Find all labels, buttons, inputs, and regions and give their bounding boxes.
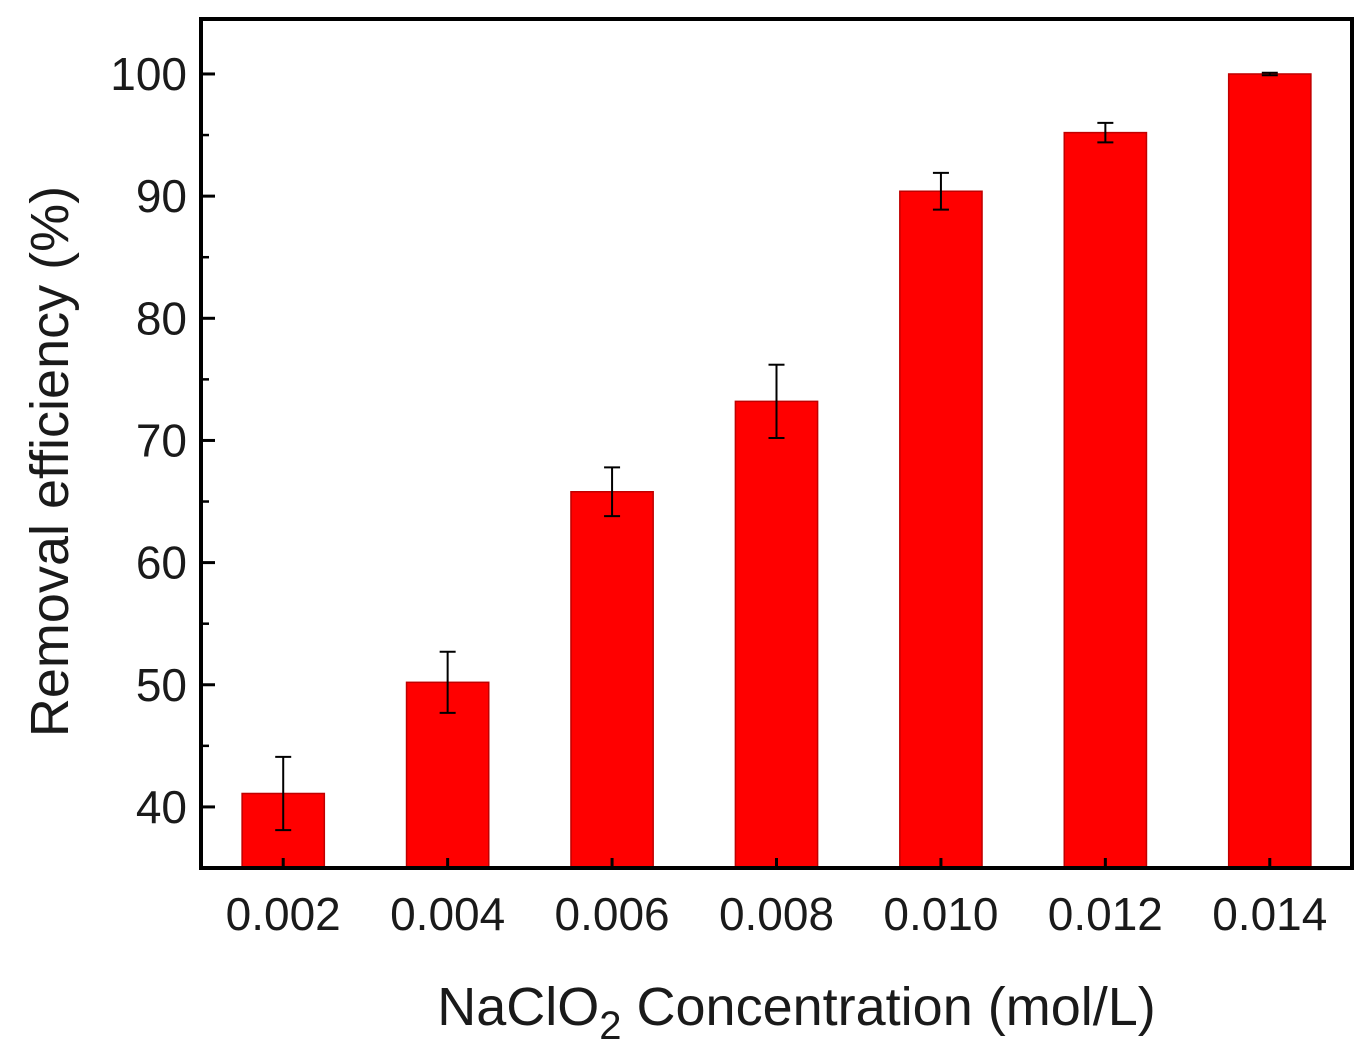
x-tick-label: 0.006 — [555, 888, 670, 940]
bar-0.014 — [1227, 73, 1312, 869]
y-tick-label: 50 — [136, 659, 187, 711]
x-axis-title-subscript: 2 — [599, 1004, 621, 1048]
error-bars-group — [275, 71, 1278, 832]
bar-0.006 — [570, 491, 654, 869]
x-tick-label: 0.008 — [719, 888, 834, 940]
x-axis-title: NaClO2 Concentration (mol/L) — [437, 977, 1156, 1048]
x-axis-title-main: NaClO — [437, 977, 599, 1037]
y-tick-label: 80 — [136, 292, 187, 344]
bar-0.010 — [899, 190, 983, 869]
x-tick-label: 0.002 — [226, 888, 341, 940]
y-axis-title: Removal efficiency (%) — [20, 186, 80, 737]
x-tick-label: 0.010 — [883, 888, 998, 940]
x-tick-label: 0.012 — [1048, 888, 1163, 940]
x-tick-label: 0.014 — [1212, 888, 1327, 940]
y-tick-label: 90 — [136, 170, 187, 222]
y-tick-label: 40 — [136, 781, 187, 833]
bars-group — [241, 73, 1312, 869]
y-axis-ticks: 40 50 60 70 80 90 100 — [110, 48, 215, 833]
x-axis-ticks: 0.002 0.004 0.006 0.008 0.010 0.012 0.014 — [226, 858, 1327, 940]
y-tick-label: 60 — [136, 537, 187, 589]
x-tick-label: 0.004 — [390, 888, 505, 940]
y-tick-label: 70 — [136, 414, 187, 466]
x-axis-title-rest: Concentration (mol/L) — [622, 977, 1156, 1037]
bar-0.012 — [1063, 131, 1148, 869]
y-tick-label: 100 — [110, 48, 187, 100]
bar-0.008 — [734, 400, 819, 869]
